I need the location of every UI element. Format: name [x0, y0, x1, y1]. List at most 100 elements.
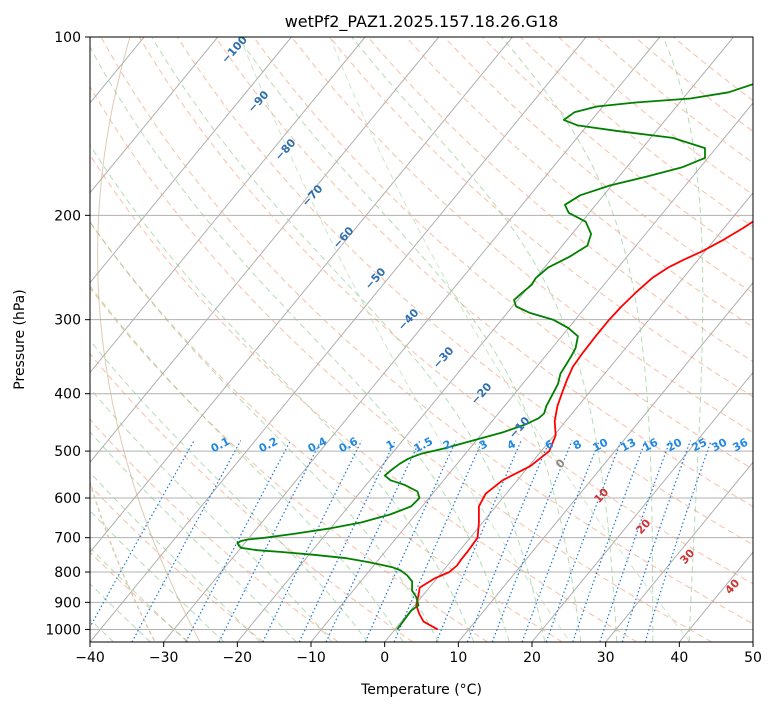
mixing-ratio-label: 13	[619, 436, 639, 455]
x-tick-label: −10	[296, 650, 326, 666]
dry-adiabat-line	[90, 484, 264, 642]
y-tick-label: 700	[54, 531, 81, 547]
dry-adiabat-line	[90, 551, 190, 642]
isotherm-line	[531, 371, 753, 642]
mixing-ratio-line	[393, 440, 483, 642]
mixing-ratio-line	[298, 440, 396, 642]
dry-adiabat-line	[215, 37, 753, 508]
isotherm-line	[90, 37, 292, 284]
dry-adiabat-line	[329, 37, 753, 398]
dry-adiabat-line	[634, 37, 753, 133]
isotherm-line	[163, 37, 661, 642]
mixing-ratio-line	[435, 440, 522, 642]
dry-adiabat-label: 40	[722, 576, 742, 596]
isotherm-line	[752, 641, 753, 642]
mixing-ratio-line	[364, 440, 457, 642]
isotherm-line	[90, 37, 366, 374]
moist-adiabat-line	[90, 546, 188, 642]
y-tick-label: 200	[54, 208, 81, 224]
isotherm-line	[0, 37, 70, 642]
moist-adiabat-line	[501, 37, 654, 642]
moist-adiabat-line	[90, 510, 225, 642]
mixing-ratio-line	[262, 440, 363, 642]
x-tick-label: −30	[149, 650, 179, 666]
isotherm-line	[457, 281, 753, 642]
dry-adiabat-label: −70	[299, 182, 325, 209]
mixing-ratio-line	[90, 440, 195, 629]
guide-arc	[329, 37, 691, 642]
x-tick-label: 30	[597, 650, 615, 666]
mixing-ratio-label: 0.4	[306, 435, 330, 456]
x-tick-label: 50	[744, 650, 762, 666]
mixing-ratio-line	[185, 440, 292, 642]
x-tick-label: 20	[523, 650, 541, 666]
isotherm-line	[90, 37, 587, 642]
mixing-ratio-label: 30	[710, 436, 730, 455]
mixing-ratio-label: 0.2	[257, 435, 280, 456]
moist-adiabat-line	[90, 143, 475, 642]
y-axis-label: Pressure (hPa)	[12, 289, 28, 389]
isotherm-line	[90, 37, 513, 553]
dry-adiabat-line	[90, 154, 638, 642]
dry-adiabat-label: −50	[362, 265, 388, 292]
dewpoint-profile-line	[236, 83, 753, 630]
x-axis-label: Temperature (°C)	[360, 682, 482, 698]
x-tick-label: 10	[449, 650, 467, 666]
mixing-ratio-label: 10	[591, 436, 611, 455]
mixing-ratio-line	[466, 440, 551, 642]
isotherm-line	[90, 37, 440, 464]
moist-adiabat-line	[90, 221, 439, 642]
mixing-ratio-label: 2	[441, 437, 454, 452]
isotherm-line	[384, 192, 753, 642]
y-tick-label: 100	[54, 30, 81, 46]
guide-arc	[239, 37, 571, 642]
y-tick-label: 800	[54, 565, 81, 581]
chart-title: wetPf2_PAZ1.2025.157.18.26.G18	[285, 12, 559, 32]
guide-arc	[97, 37, 201, 642]
mixing-ratio-line	[521, 440, 600, 642]
mixing-ratio-line	[131, 440, 242, 642]
moist-adiabat-line	[90, 583, 151, 642]
dry-adiabat-label: 0	[553, 456, 568, 471]
dry-adiabat-label: 10	[591, 485, 611, 505]
dry-adiabat-line	[558, 37, 753, 196]
mixing-ratio-label: 0.1	[209, 435, 232, 456]
isotherm-line	[90, 37, 219, 194]
mixing-ratio-label: 25	[690, 436, 710, 455]
y-tick-label: 600	[54, 491, 81, 507]
dry-adiabat-line	[482, 37, 753, 261]
dry-adiabat-line	[90, 220, 563, 642]
dry-adiabat-label: −90	[245, 88, 271, 115]
mixing-ratio-line	[644, 440, 712, 642]
mixing-ratio-line	[545, 440, 622, 642]
y-tick-label: 1000	[45, 622, 81, 638]
dry-adiabat-label: −30	[430, 344, 456, 371]
dry-adiabat-line	[90, 418, 339, 642]
mixing-ratio-label: 0.6	[337, 435, 361, 456]
guide-arc	[90, 47, 156, 642]
moist-adiabat-line	[90, 46, 510, 642]
dry-adiabat-line	[90, 352, 414, 642]
y-tick-label: 400	[54, 387, 81, 403]
y-tick-label: 500	[54, 444, 81, 460]
x-tick-label: −20	[223, 650, 253, 666]
dry-adiabat-line	[100, 37, 753, 625]
y-tick-label: 900	[54, 595, 81, 611]
x-tick-label: 0	[380, 650, 389, 666]
mixing-ratio-label: 20	[665, 436, 685, 455]
dry-adiabat-line	[367, 37, 753, 363]
moist-adiabat-line	[90, 285, 404, 642]
isotherm-line	[310, 102, 753, 642]
moist-adiabat-line	[237, 37, 582, 642]
x-tick-label: −40	[75, 650, 105, 666]
moist-adiabat-line	[90, 387, 333, 642]
mixing-ratio-label: 36	[731, 436, 751, 455]
mixing-ratio-label: 16	[641, 436, 661, 455]
dry-adiabat-label: 20	[633, 516, 653, 536]
mixing-ratio-line	[621, 440, 692, 642]
mixing-ratio-line	[491, 440, 573, 642]
x-tick-label: 40	[670, 650, 688, 666]
dry-adiabat-line	[520, 37, 753, 228]
